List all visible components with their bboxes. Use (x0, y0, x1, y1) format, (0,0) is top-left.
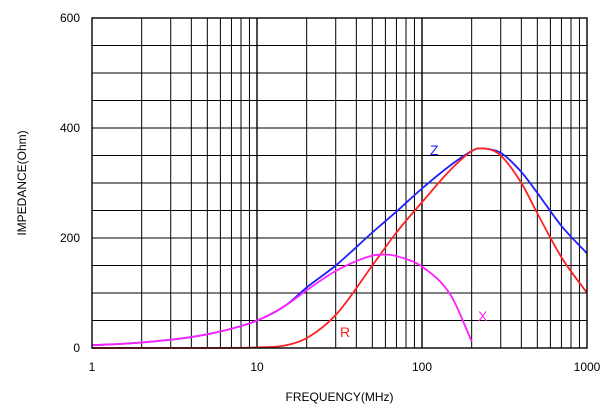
plot-frame (91, 17, 588, 349)
y-tick-label: 400 (60, 121, 80, 135)
x-tick-label: 1 (89, 360, 96, 374)
x-axis-label: FREQUENCY(MHz) (286, 390, 394, 404)
series-line-z (91, 147, 588, 347)
y-tick-labels: 0 200 400 600 (60, 11, 80, 355)
x-tick-label: 10 (250, 360, 264, 374)
x-tick-label: 1000 (574, 360, 601, 374)
y-axis-label: IMPEDANCE(Ohm) (15, 130, 29, 235)
series-line-x (91, 253, 473, 347)
y-tick-label: 0 (73, 341, 80, 355)
series-label-x: X (478, 308, 488, 324)
series-lines (91, 147, 588, 349)
x-tick-label: 100 (412, 360, 432, 374)
grid-lines (92, 18, 587, 348)
series-labels: Z R X (340, 142, 488, 340)
x-tick-labels: 1 10 100 1000 (89, 360, 601, 374)
series-line-r (92, 147, 588, 349)
y-tick-label: 600 (60, 11, 80, 25)
series-label-r: R (340, 324, 350, 340)
series-label-z: Z (430, 142, 439, 158)
y-tick-label: 200 (60, 231, 80, 245)
